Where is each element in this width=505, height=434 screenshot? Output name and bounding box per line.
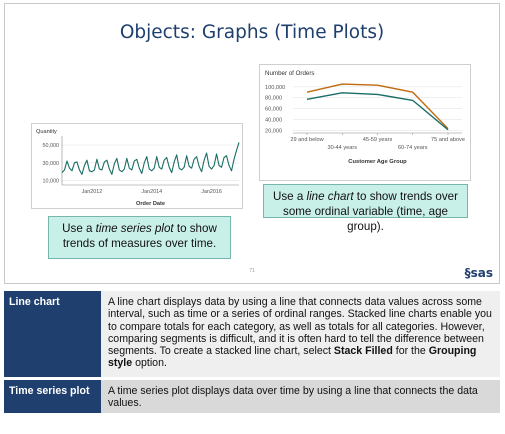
logo-text: sas: [470, 266, 493, 280]
term-time-series-plot: Time series plot: [4, 378, 101, 417]
age-group-svg: Number of Orders 20,000 40,000 60,000 80,000…: [265, 70, 465, 165]
time-series-svg: Quantity 10,000 30,000 50,000 Jan2012 Jan2014…: [36, 129, 240, 207]
age-group-line-chart: Number of Orders 20,000 40,000 60,000 80,000…: [259, 64, 471, 181]
callout-ts-before: Use a: [62, 222, 96, 235]
slide: Objects: Graphs (Time Plots) Quantity 10,…: [4, 3, 500, 284]
age-y-tick-label: 20,000: [265, 128, 282, 134]
time-series-chart: Quantity 10,000 30,000 50,000 Jan2012 Jan2014…: [31, 123, 243, 209]
age-x-tick-label: 29 and below: [290, 137, 324, 143]
age-y-tick-label: 100,000: [265, 85, 285, 91]
desc-line-chart: A line chart displays data by using a li…: [101, 291, 500, 380]
age-y-tick-label: 80,000: [265, 96, 282, 102]
age-x-tick-label: 60-74 years: [398, 145, 428, 151]
desc-lc-text-1: A line chart displays data by using a li…: [108, 296, 492, 358]
ts-x-axis-label: Order Date: [136, 201, 165, 207]
desc-lc-bold-2: Grouping style: [108, 345, 477, 370]
definition-row-line-chart: Line chart A line chart displays data by…: [4, 291, 500, 380]
age-y-tick-label: 60,000: [265, 107, 282, 113]
age-y-tick-label: 40,000: [265, 117, 282, 123]
time-series-callout: Use a time series plot to show trends of…: [48, 216, 231, 259]
desc-lc-text-2: for the: [392, 345, 429, 358]
age-chart-title: Number of Orders: [265, 70, 315, 77]
age-series-line-1: [306, 92, 449, 131]
age-series-line-0: [306, 83, 449, 130]
desc-time-series-plot: A time series plot displays data over ti…: [101, 378, 500, 417]
callout-ts-after: to show trends of measures over time.: [62, 222, 217, 250]
ts-y-axis-label: Quantity: [36, 129, 57, 135]
desc-lc-text-3: option.: [132, 357, 167, 370]
age-x-axis-label: Customer Age Group: [348, 159, 407, 165]
line-chart-callout: Use a line chart to show trends over som…: [263, 184, 468, 233]
age-x-tick-label: 75 and above: [431, 137, 465, 143]
desc-lc-bold-1: Stack Filled: [333, 345, 393, 358]
age-x-tick-label: 45-59 years: [363, 137, 393, 143]
ts-y-tick-label: 10,000: [43, 179, 60, 185]
ts-x-tick-label: Jan2016: [201, 189, 222, 195]
age-x-tick-label: 30-44 years: [327, 145, 357, 151]
term-line-chart: Line chart: [4, 291, 101, 380]
callout-line-before: Use a: [273, 190, 307, 203]
definition-row-time-series: Time series plot A time series plot disp…: [4, 378, 500, 417]
page-number: 71: [249, 268, 255, 274]
callout-line-emphasis: line chart: [306, 190, 354, 203]
callout-line-after: to show trends over some ordinal variabl…: [283, 190, 458, 233]
callout-ts-emphasis: time series plot: [95, 222, 174, 235]
slide-title: Objects: Graphs (Time Plots): [119, 22, 385, 43]
ts-y-tick-label: 50,000: [43, 143, 60, 149]
ts-series-line: [61, 142, 240, 175]
ts-y-tick-label: 30,000: [43, 161, 60, 167]
definitions-table: Line chart A line chart displays data by…: [4, 291, 500, 417]
ts-x-tick-label: Jan2012: [82, 189, 103, 195]
sas-logo: §sas: [464, 266, 493, 280]
ts-x-tick-label: Jan2014: [141, 189, 162, 195]
